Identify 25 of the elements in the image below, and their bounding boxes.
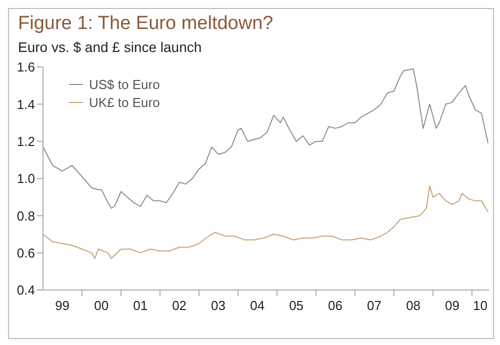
- y-tick-label: 1.4: [16, 96, 35, 112]
- y-tick-label: 0.8: [16, 208, 35, 224]
- x-tick-label: 02: [172, 298, 187, 313]
- x-tick-label: 04: [250, 298, 265, 313]
- x-tick-label: 99: [55, 298, 70, 313]
- x-tick-label: 06: [328, 298, 343, 313]
- x-tick-label: 00: [94, 298, 109, 313]
- x-tick-label: 08: [406, 298, 421, 313]
- y-tick-label: 1.6: [16, 60, 35, 75]
- x-tick-label: 05: [289, 298, 304, 313]
- x-tick-label: 10: [473, 298, 488, 313]
- y-tick-label: 0.6: [16, 245, 35, 260]
- x-tick-label: 03: [211, 298, 226, 313]
- x-tick-label: 09: [445, 298, 460, 313]
- legend-label: UK£ to Euro: [89, 94, 160, 110]
- y-tick-label: 1.2: [16, 134, 35, 149]
- chart-title: Figure 1: The Euro meltdown?: [18, 13, 274, 35]
- legend-label: US$ to Euro: [89, 76, 160, 92]
- line-series: [43, 68, 489, 209]
- x-tick-label: 07: [367, 298, 382, 313]
- chart-subtitle: Euro vs. $ and £ since launch: [18, 39, 202, 55]
- y-tick-label: 0.4: [16, 282, 35, 298]
- y-tick-label: 1.0: [16, 171, 35, 186]
- x-tick-label: 01: [133, 298, 148, 313]
- line-series: [43, 185, 489, 259]
